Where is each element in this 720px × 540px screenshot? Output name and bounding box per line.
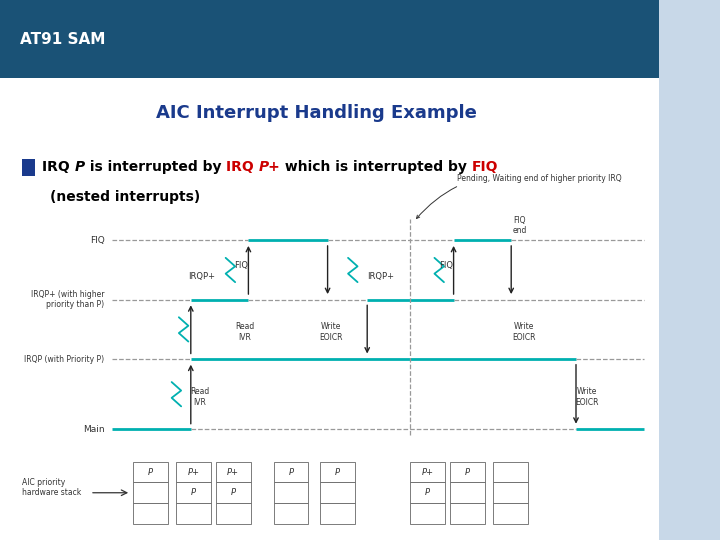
Text: FIQ: FIQ [439, 261, 454, 270]
Text: FIQ
end: FIQ end [513, 215, 527, 235]
FancyBboxPatch shape [274, 482, 308, 503]
FancyBboxPatch shape [320, 482, 355, 503]
FancyBboxPatch shape [450, 503, 485, 524]
FancyBboxPatch shape [176, 482, 211, 503]
Text: P+: P+ [228, 468, 239, 477]
Text: is interrupted by: is interrupted by [84, 160, 226, 174]
Text: P: P [465, 468, 469, 477]
Text: AIC Interrupt Handling Example: AIC Interrupt Handling Example [156, 104, 477, 123]
Text: Write
EOICR: Write EOICR [513, 322, 536, 342]
FancyBboxPatch shape [320, 462, 355, 482]
FancyBboxPatch shape [450, 482, 485, 503]
FancyBboxPatch shape [216, 462, 251, 482]
FancyBboxPatch shape [493, 462, 528, 482]
Text: IRQP+ (with higher
priority than P): IRQP+ (with higher priority than P) [31, 290, 104, 309]
Text: P: P [148, 468, 153, 477]
Text: Write
EOICR: Write EOICR [320, 322, 343, 342]
FancyBboxPatch shape [410, 503, 445, 524]
Text: P: P [426, 488, 430, 497]
FancyBboxPatch shape [0, 0, 720, 78]
FancyBboxPatch shape [133, 462, 168, 482]
Text: Main: Main [83, 425, 104, 434]
Text: P+: P+ [422, 468, 433, 477]
Text: P: P [336, 468, 340, 477]
FancyBboxPatch shape [216, 482, 251, 503]
Text: IRQP (with Priority P): IRQP (with Priority P) [24, 355, 104, 363]
FancyBboxPatch shape [320, 503, 355, 524]
Text: FIQ: FIQ [234, 261, 248, 270]
FancyBboxPatch shape [22, 159, 35, 176]
Text: P: P [231, 488, 235, 497]
FancyBboxPatch shape [659, 0, 720, 540]
Text: IRQP+: IRQP+ [366, 272, 394, 281]
Text: P: P [289, 468, 293, 477]
Text: which is interrupted by: which is interrupted by [280, 160, 472, 174]
FancyBboxPatch shape [410, 462, 445, 482]
FancyBboxPatch shape [493, 482, 528, 503]
Text: FIQ: FIQ [90, 236, 104, 245]
Text: Write
EOICR: Write EOICR [575, 387, 598, 407]
FancyBboxPatch shape [450, 462, 485, 482]
Text: Read
IVR: Read IVR [235, 322, 254, 342]
FancyBboxPatch shape [176, 503, 211, 524]
FancyBboxPatch shape [176, 462, 211, 482]
Text: P: P [74, 160, 84, 174]
FancyBboxPatch shape [274, 462, 308, 482]
FancyBboxPatch shape [133, 503, 168, 524]
Text: IRQP+: IRQP+ [188, 272, 215, 281]
Text: AT91 SAM: AT91 SAM [20, 32, 106, 46]
Text: P+: P+ [188, 468, 199, 477]
FancyBboxPatch shape [216, 503, 251, 524]
FancyBboxPatch shape [410, 482, 445, 503]
Text: Pending, Waiting end of higher priority IRQ: Pending, Waiting end of higher priority … [416, 174, 622, 219]
Text: AIC priority
hardware stack: AIC priority hardware stack [22, 478, 81, 497]
FancyBboxPatch shape [133, 482, 168, 503]
Text: P+: P+ [258, 160, 280, 174]
Text: P: P [192, 488, 196, 497]
Text: FIQ: FIQ [472, 160, 498, 174]
Text: IRQ: IRQ [226, 160, 258, 174]
FancyBboxPatch shape [493, 503, 528, 524]
FancyBboxPatch shape [274, 503, 308, 524]
Text: Read
IVR: Read IVR [190, 387, 209, 407]
Text: (nested interrupts): (nested interrupts) [50, 190, 201, 204]
Text: IRQ: IRQ [42, 160, 74, 174]
